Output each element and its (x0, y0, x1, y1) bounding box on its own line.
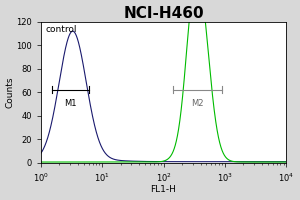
Text: control: control (46, 25, 77, 34)
Text: M2: M2 (191, 99, 204, 108)
X-axis label: FL1-H: FL1-H (151, 185, 176, 194)
Text: M1: M1 (64, 99, 76, 108)
Title: NCI-H460: NCI-H460 (123, 6, 204, 21)
Y-axis label: Counts: Counts (6, 76, 15, 108)
